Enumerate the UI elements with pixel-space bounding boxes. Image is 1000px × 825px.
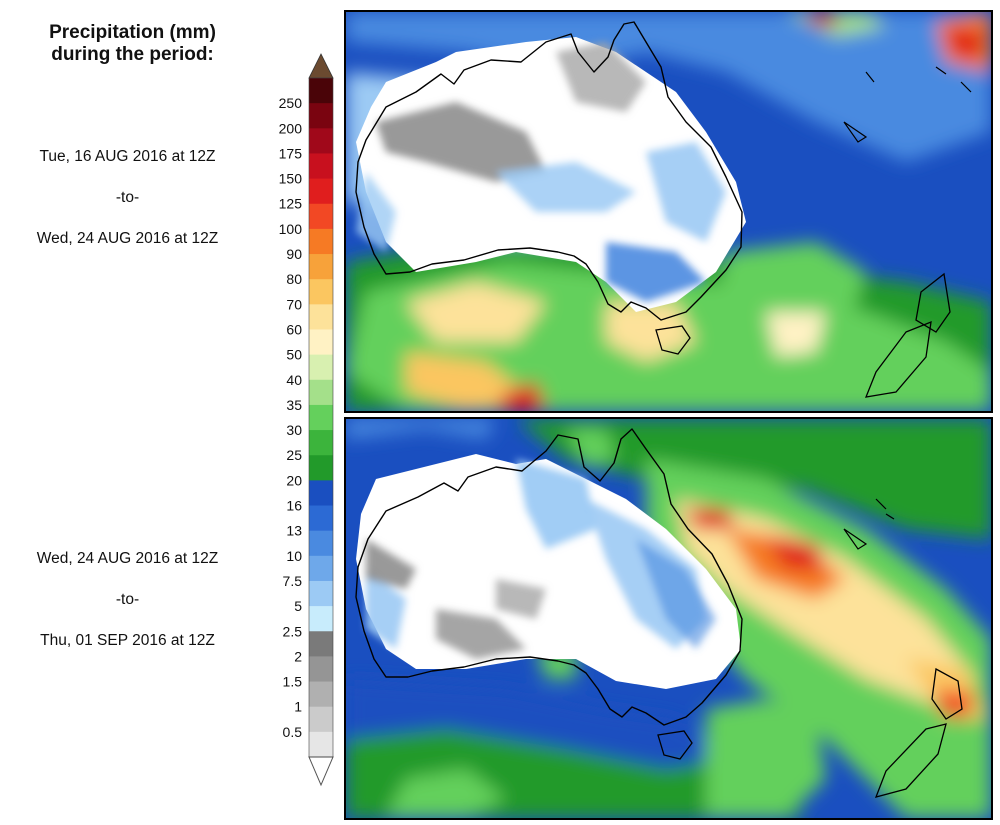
colorbar-tick-label: 80 <box>286 271 302 287</box>
colorbar-tick-label: 35 <box>286 397 302 413</box>
colorbar-tick-label: 40 <box>286 372 302 388</box>
colorbar-swatch <box>309 279 333 305</box>
colorbar-tick-label: 13 <box>286 523 302 539</box>
colorbar-swatch <box>309 228 333 255</box>
colorbar-tick-label: 20 <box>286 472 302 488</box>
period-2-label: Wed, 24 AUG 2016 at 12Z -to- Thu, 01 SEP… <box>0 538 255 661</box>
colorbar-tick-label: 2.5 <box>283 623 303 639</box>
legend-title-line1: Precipitation (mm) <box>49 22 216 43</box>
colorbar-tick-label: 10 <box>286 548 302 564</box>
colorbar-swatch <box>309 681 333 708</box>
colorbar-tick-label: 50 <box>286 347 302 363</box>
australia-coastline <box>355 428 743 726</box>
colorbar-tick-label: 7.5 <box>283 573 303 589</box>
new-caledonia-coastline <box>843 528 868 550</box>
precipitation-colorbar: 2502001751501251009080706050403530252016… <box>279 53 334 787</box>
new-caledonia-coastline <box>843 121 868 143</box>
period-2-separator: -to- <box>115 591 140 608</box>
period-1-separator: -to- <box>115 189 140 206</box>
colorbar-swatch <box>309 153 333 180</box>
period-2-end: Thu, 01 SEP 2016 at 12Z <box>40 632 215 649</box>
colorbar-swatch <box>309 631 333 657</box>
new-zealand-north-island <box>915 272 951 333</box>
colorbar-swatch <box>309 555 333 582</box>
pacific-islands <box>865 66 972 93</box>
colorbar-tick-label: 150 <box>279 171 303 187</box>
colorbar-tick-label: 90 <box>286 246 302 262</box>
colorbar-tick-label: 16 <box>286 498 302 514</box>
period-1-end: Wed, 24 AUG 2016 at 12Z <box>36 230 219 247</box>
colorbar-swatch <box>309 329 333 356</box>
colorbar-swatch <box>309 580 333 607</box>
colorbar-tick-label: 2 <box>294 648 302 664</box>
map-panel-period-2 <box>344 417 993 820</box>
colorbar-outline <box>308 77 334 758</box>
colorbar-swatch <box>309 430 333 456</box>
colorbar-tick-label: 30 <box>286 422 302 438</box>
colorbar-swatch <box>309 606 333 632</box>
pacific-islands <box>875 498 895 520</box>
colorbar-swatch <box>309 203 333 230</box>
colorbar-tick-label: 1.5 <box>283 674 303 690</box>
map-panel-period-1 <box>344 10 993 413</box>
colorbar-swatch <box>309 731 333 758</box>
colorbar-swatch <box>309 505 333 532</box>
colorbar-swatch <box>309 178 333 205</box>
colorbar-swatch <box>309 455 333 481</box>
colorbar-swatch <box>309 354 333 381</box>
colorbar-tick-label: 5 <box>294 598 302 614</box>
colorbar-swatch <box>309 304 333 330</box>
precipitation-map-1 <box>346 12 991 411</box>
colorbar-tick-label: 25 <box>286 447 302 463</box>
tasmania-coastline <box>657 730 693 760</box>
colorbar-swatch <box>309 78 333 104</box>
tasmania-coastline <box>655 325 691 355</box>
colorbar-tick-label: 70 <box>286 296 302 312</box>
colorbar-swatch <box>309 103 333 129</box>
colorbar-swatch <box>309 404 333 431</box>
colorbar-swatch <box>309 254 333 280</box>
colorbar-tick-label: 175 <box>279 145 303 161</box>
period-1-start: Tue, 16 AUG 2016 at 12Z <box>39 148 216 165</box>
colorbar-tick-label: 125 <box>279 196 303 212</box>
colorbar-tick-label: 60 <box>286 321 302 337</box>
colorbar-swatch <box>309 480 333 507</box>
colorbar-tick-label: 250 <box>279 95 303 111</box>
colorbar-tick-label: 100 <box>279 221 303 237</box>
colorbar-swatch <box>309 128 333 154</box>
colorbar-tick-label: 1 <box>294 699 302 715</box>
colorbar-swatch <box>309 706 333 733</box>
colorbar-tick-label: 0.5 <box>283 724 303 740</box>
legend-title-line2: during the period: <box>51 44 214 65</box>
colorbar-bottom-cap <box>308 756 334 787</box>
colorbar-tick-label: 200 <box>279 120 303 136</box>
new-zealand-south-island <box>864 320 932 398</box>
period-1-label: Tue, 16 AUG 2016 at 12Z -to- Wed, 24 AUG… <box>0 136 255 259</box>
precipitation-map-2 <box>346 419 991 818</box>
colorbar-swatch <box>309 656 333 683</box>
new-zealand-south-island <box>874 723 947 798</box>
colorbar-swatch <box>309 379 333 406</box>
new-zealand-north-island <box>931 667 963 720</box>
period-2-start: Wed, 24 AUG 2016 at 12Z <box>36 550 219 567</box>
australia-coastline <box>355 21 743 321</box>
legend-title: Precipitation (mm) during the period: <box>10 22 255 66</box>
colorbar-swatch <box>309 530 333 557</box>
colorbar-top-cap <box>308 53 334 79</box>
